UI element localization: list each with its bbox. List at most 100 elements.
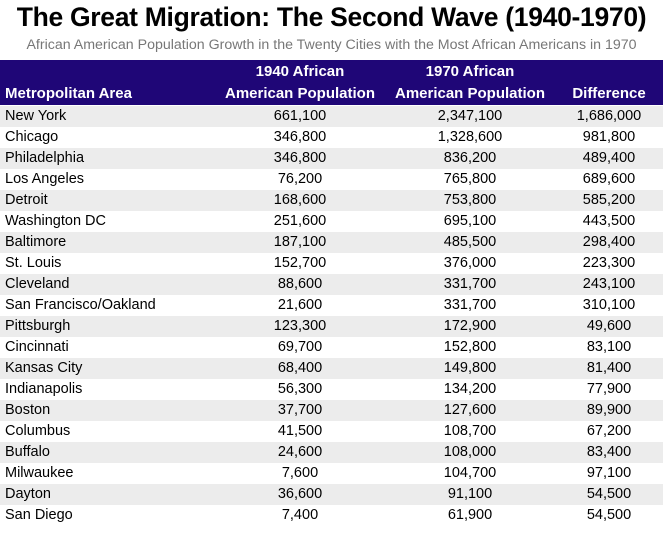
cell-metro-area: Kansas City bbox=[5, 360, 83, 376]
table-row: Philadelphia 346,800 836,200 489,400 bbox=[0, 148, 663, 169]
cell-1940-population: 21,600 bbox=[277, 297, 323, 313]
header-1940-line1: 1940 African bbox=[255, 63, 345, 80]
table-row: Indianapolis 56,300 134,200 77,900 bbox=[0, 379, 663, 400]
cell-difference: 97,100 bbox=[586, 465, 632, 481]
cell-metro-area: Detroit bbox=[5, 192, 48, 208]
cell-difference: 243,100 bbox=[582, 276, 636, 292]
cell-1970-population: 91,100 bbox=[447, 486, 493, 502]
table-row: Baltimore 187,100 485,500 298,400 bbox=[0, 232, 663, 253]
cell-1940-population: 123,300 bbox=[273, 318, 327, 334]
table-row: Buffalo 24,600 108,000 83,400 bbox=[0, 442, 663, 463]
cell-1970-population: 765,800 bbox=[443, 171, 497, 187]
cell-1970-population: 108,700 bbox=[443, 423, 497, 439]
cell-difference: 689,600 bbox=[582, 171, 636, 187]
header-difference: Difference bbox=[572, 85, 646, 102]
table-row: San Francisco/Oakland 21,600 331,700 310,10… bbox=[0, 295, 663, 316]
cell-difference: 585,200 bbox=[582, 192, 636, 208]
table-row: Milwaukee 7,600 104,700 97,100 bbox=[0, 463, 663, 484]
cell-1940-population: 346,800 bbox=[273, 150, 327, 166]
cell-1970-population: 331,700 bbox=[443, 297, 497, 313]
cell-metro-area: Cleveland bbox=[5, 276, 70, 292]
cell-1970-population: 695,100 bbox=[443, 213, 497, 229]
table-row: Cincinnati 69,700 152,800 83,100 bbox=[0, 337, 663, 358]
cell-metro-area: Cincinnati bbox=[5, 339, 69, 355]
cell-metro-area: New York bbox=[5, 108, 67, 124]
cell-metro-area: Washington DC bbox=[5, 213, 107, 229]
cell-1970-population: 134,200 bbox=[443, 381, 497, 397]
cell-1940-population: 36,600 bbox=[277, 486, 323, 502]
cell-1940-population: 37,700 bbox=[277, 402, 323, 418]
cell-metro-area: St. Louis bbox=[5, 255, 62, 271]
cell-1940-population: 661,100 bbox=[273, 108, 327, 124]
header-1970-line1: 1970 African bbox=[425, 63, 515, 80]
cell-1970-population: 172,900 bbox=[443, 318, 497, 334]
header-metro-area: Metropolitan Area bbox=[5, 85, 132, 102]
table-row: Chicago 346,800 1,328,600 981,800 bbox=[0, 127, 663, 148]
cell-1940-population: 41,500 bbox=[277, 423, 323, 439]
cell-1940-population: 7,400 bbox=[281, 507, 319, 523]
cell-difference: 89,900 bbox=[586, 402, 632, 418]
cell-difference: 443,500 bbox=[582, 213, 636, 229]
cell-metro-area: Philadelphia bbox=[5, 150, 85, 166]
cell-1940-population: 152,700 bbox=[273, 255, 327, 271]
cell-metro-area: Milwaukee bbox=[5, 465, 74, 481]
cell-difference: 49,600 bbox=[586, 318, 632, 334]
table-row: Dayton 36,600 91,100 54,500 bbox=[0, 484, 663, 505]
table-row: San Diego 7,400 61,900 54,500 bbox=[0, 505, 663, 526]
cell-metro-area: Baltimore bbox=[5, 234, 67, 250]
cell-metro-area: Buffalo bbox=[5, 444, 50, 460]
cell-1940-population: 56,300 bbox=[277, 381, 323, 397]
cell-1940-population: 168,600 bbox=[273, 192, 327, 208]
cell-1970-population: 753,800 bbox=[443, 192, 497, 208]
cell-difference: 83,100 bbox=[586, 339, 632, 355]
table-row: Kansas City 68,400 149,800 81,400 bbox=[0, 358, 663, 379]
cell-1940-population: 76,200 bbox=[277, 171, 323, 187]
cell-1970-population: 2,347,100 bbox=[437, 108, 503, 124]
table-body: New York 661,100 2,347,100 1,686,000 Chicago… bbox=[0, 106, 663, 526]
cell-metro-area: Chicago bbox=[5, 129, 59, 145]
cell-metro-area: Pittsburgh bbox=[5, 318, 71, 334]
cell-difference: 310,100 bbox=[582, 297, 636, 313]
cell-difference: 54,500 bbox=[586, 486, 632, 502]
cell-1970-population: 108,000 bbox=[443, 444, 497, 460]
cell-1970-population: 61,900 bbox=[447, 507, 493, 523]
table-row: Detroit 168,600 753,800 585,200 bbox=[0, 190, 663, 211]
cell-1970-population: 376,000 bbox=[443, 255, 497, 271]
cell-difference: 83,400 bbox=[586, 444, 632, 460]
table-row: New York 661,100 2,347,100 1,686,000 bbox=[0, 106, 663, 127]
page-title: The Great Migration: The Second Wave (19… bbox=[16, 2, 647, 32]
cell-difference: 67,200 bbox=[586, 423, 632, 439]
cell-metro-area: Dayton bbox=[5, 486, 51, 502]
cell-metro-area: Indianapolis bbox=[5, 381, 83, 397]
cell-1970-population: 1,328,600 bbox=[437, 129, 503, 145]
table-row: Cleveland 88,600 331,700 243,100 bbox=[0, 274, 663, 295]
cell-1940-population: 69,700 bbox=[277, 339, 323, 355]
cell-1970-population: 152,800 bbox=[443, 339, 497, 355]
cell-difference: 77,900 bbox=[586, 381, 632, 397]
cell-1940-population: 7,600 bbox=[281, 465, 319, 481]
cell-1940-population: 346,800 bbox=[273, 129, 327, 145]
cell-metro-area: Boston bbox=[5, 402, 51, 418]
table-row: Boston 37,700 127,600 89,900 bbox=[0, 400, 663, 421]
cell-metro-area: San Diego bbox=[5, 507, 73, 523]
cell-difference: 81,400 bbox=[586, 360, 632, 376]
cell-1970-population: 104,700 bbox=[443, 465, 497, 481]
table-row: Pittsburgh 123,300 172,900 49,600 bbox=[0, 316, 663, 337]
cell-1970-population: 149,800 bbox=[443, 360, 497, 376]
table-row: Washington DC 251,600 695,100 443,500 bbox=[0, 211, 663, 232]
cell-difference: 489,400 bbox=[582, 150, 636, 166]
cell-difference: 981,800 bbox=[582, 129, 636, 145]
table-header: Metropolitan Area 1940 African American … bbox=[0, 60, 663, 105]
header-1970-line2: American Population bbox=[394, 85, 546, 102]
header-1940-line2: American Population bbox=[224, 85, 376, 102]
cell-difference: 298,400 bbox=[582, 234, 636, 250]
table-row: St. Louis 152,700 376,000 223,300 bbox=[0, 253, 663, 274]
cell-1940-population: 251,600 bbox=[273, 213, 327, 229]
table-row: Columbus 41,500 108,700 67,200 bbox=[0, 421, 663, 442]
cell-difference: 223,300 bbox=[582, 255, 636, 271]
page-subtitle: African American Population Growth in th… bbox=[26, 37, 637, 53]
cell-1940-population: 187,100 bbox=[273, 234, 327, 250]
table-row: Los Angeles 76,200 765,800 689,600 bbox=[0, 169, 663, 190]
cell-difference: 54,500 bbox=[586, 507, 632, 523]
cell-metro-area: San Francisco/Oakland bbox=[5, 297, 156, 313]
